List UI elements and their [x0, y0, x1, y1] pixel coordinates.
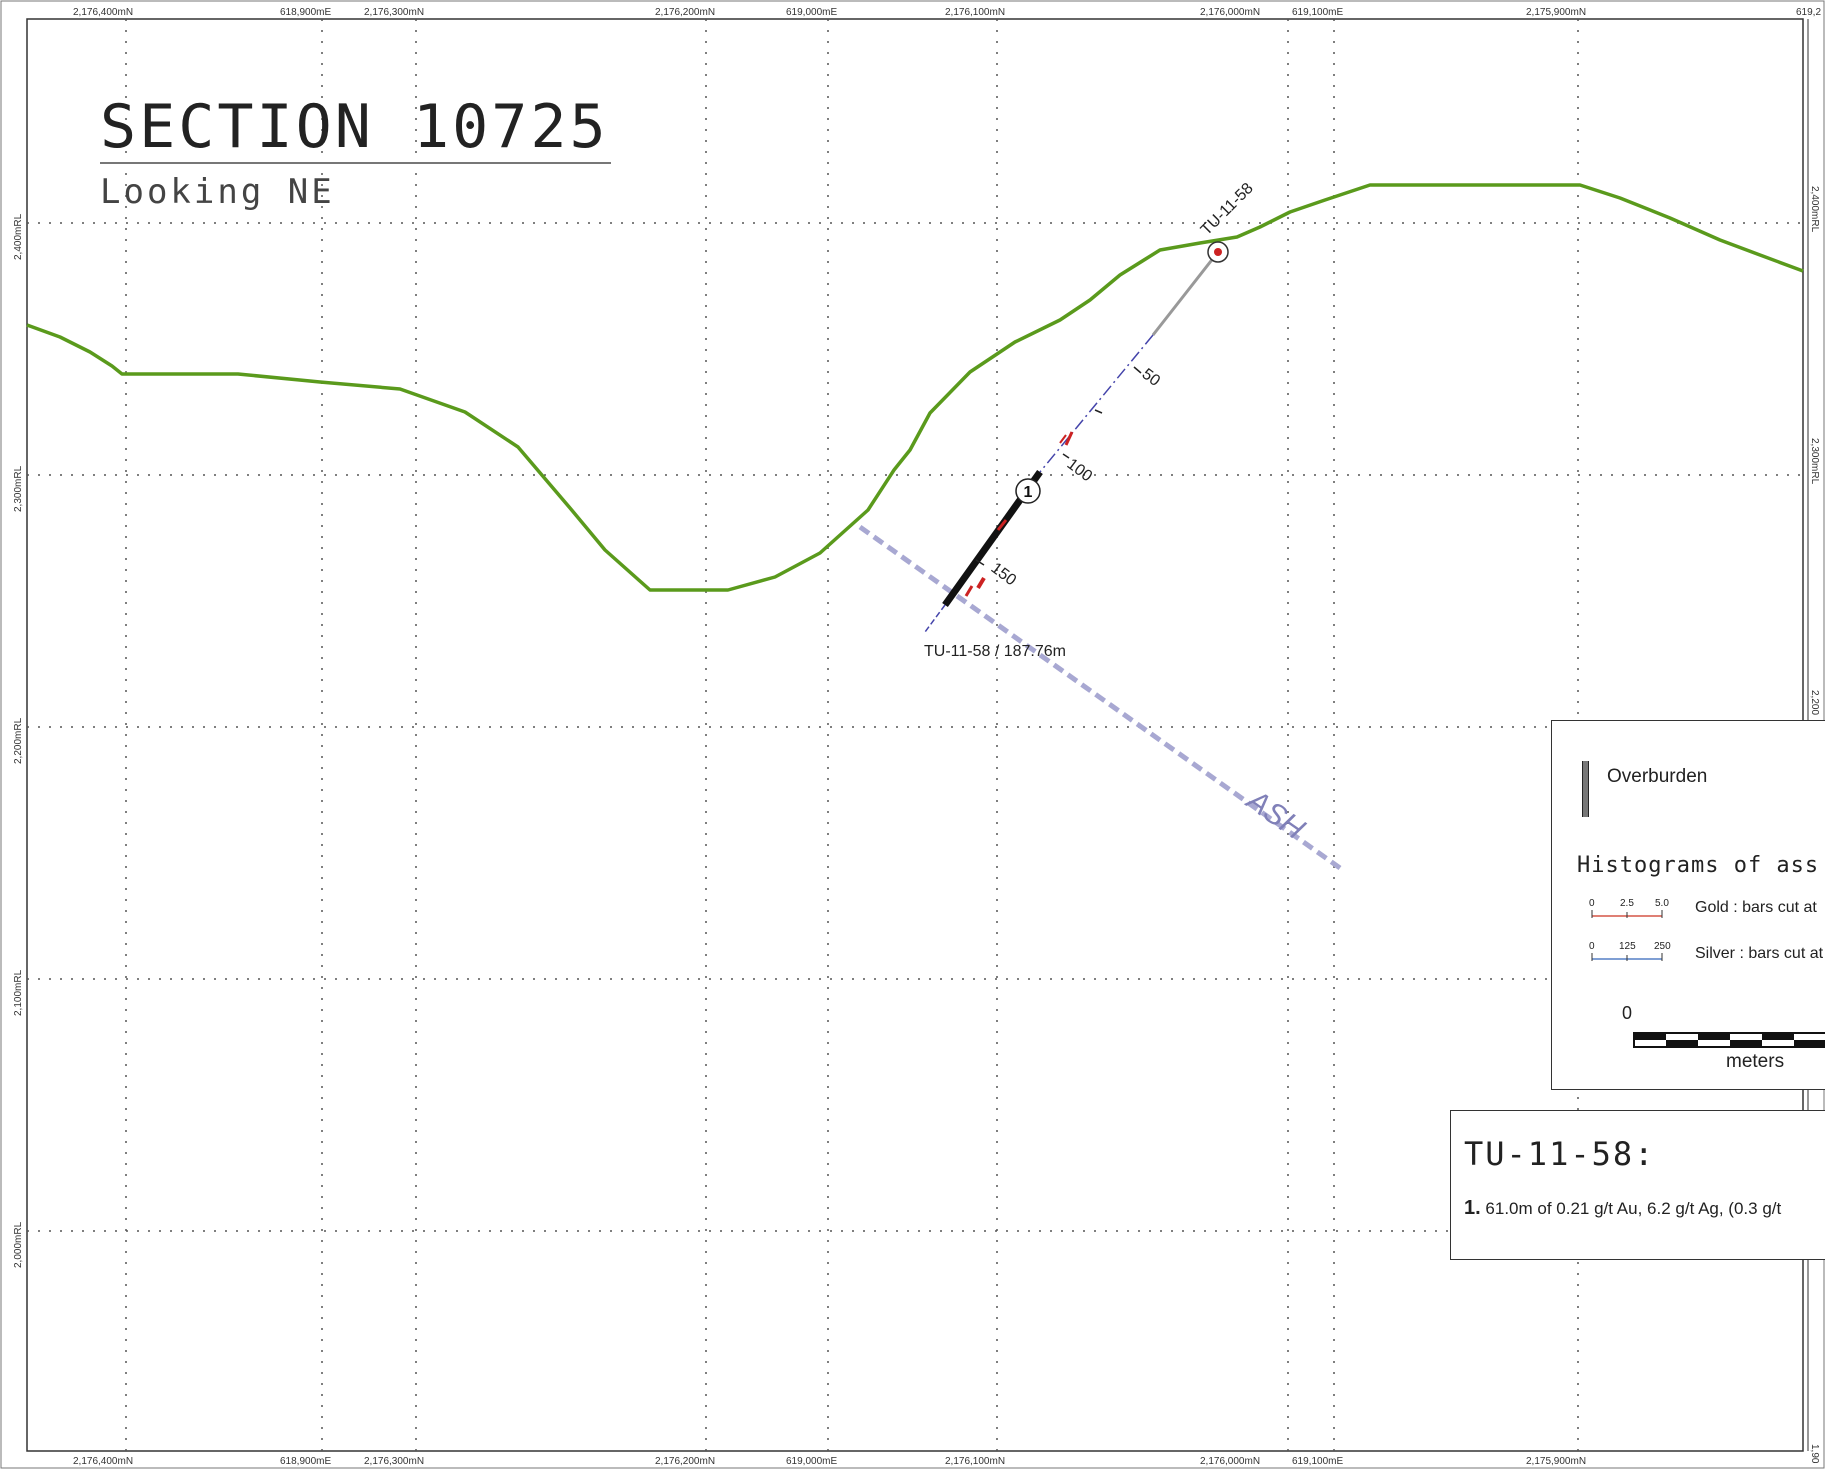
assay-bar [976, 576, 986, 590]
assay-bar [1064, 431, 1074, 446]
scale-zero: 0 [1622, 1003, 1633, 1023]
depth-label-50: 50 [1139, 366, 1164, 390]
right-elevation-label: 2,400mRL [1809, 186, 1820, 233]
histograms-title: Histograms of ass [1577, 853, 1820, 878]
right-elevation-label: 2,300mRL [1809, 438, 1820, 485]
section-title: SECTION 10725 [100, 92, 611, 164]
summary-intercept-row: 1. 61.0m of 0.21 g/t Au, 6.2 g/t Ag, (0.… [1464, 1197, 1781, 1220]
assay-bar [964, 585, 974, 597]
gold-scale-icon: 0 2.5 5.0 [1589, 898, 1669, 918]
gold-label: Gold : bars cut at [1695, 899, 1817, 916]
left-elevation-label: 2,400mRL [13, 213, 24, 260]
scale-bar [1633, 1032, 1825, 1048]
intercept-marker [1015, 478, 1041, 504]
drillhole-trace-lower [924, 604, 946, 633]
silver-scale-icon: 0 125 250 [1589, 941, 1671, 961]
legend-panel: Overburden Histograms of ass 0 2.5 5.0 G… [1551, 720, 1825, 1090]
section-title-block: SECTION 10725 Looking NE [100, 92, 611, 212]
top-grid-label: 619,2 [1796, 7, 1821, 18]
top-grid-label: 618,900mE [280, 7, 331, 18]
bottom-grid-label: 619,000mE [786, 1456, 837, 1467]
right-elevation-label: 1,90 [1809, 1444, 1820, 1464]
top-grid-label: 619,100mE [1292, 7, 1343, 18]
top-grid-label: 2,175,900mN [1526, 7, 1586, 18]
right-elevation-label: 2,200 [1809, 690, 1820, 715]
section-subtitle: Looking NE [100, 172, 335, 212]
gold-scale-0: 0 [1589, 898, 1595, 909]
silver-scale-mid: 125 [1619, 941, 1636, 952]
end-of-hole-label: TU-11-58 / 187.76m [924, 643, 1066, 660]
collar-label: TU-11-58 [1198, 180, 1257, 239]
intercept-number: 1 [1024, 484, 1033, 501]
top-grid-label: 2,176,000mN [1200, 7, 1260, 18]
depth-tick [1094, 409, 1103, 414]
depth-tick [1062, 453, 1070, 459]
left-elevation-label: 2,000mRL [13, 1221, 24, 1268]
overburden-swatch [1582, 761, 1589, 817]
drillhole-overburden-segment [1151, 251, 1220, 336]
drillhole-tu-11-58: 1 [924, 241, 1229, 633]
intercept-summary-panel: TU-11-58: 1. 61.0m of 0.21 g/t Au, 6.2 g… [1450, 1110, 1825, 1260]
silver-scale-0: 0 [1589, 941, 1595, 952]
assay-bar [996, 519, 1008, 531]
left-elevation-label: 2,300mRL [13, 465, 24, 512]
vertical-gridlines [125, 19, 1579, 1451]
collar-dot [1214, 248, 1222, 256]
ash-contact-line [858, 524, 1342, 871]
top-grid-label: 2,176,100mN [945, 7, 1005, 18]
gold-scale-max: 5.0 [1655, 898, 1669, 909]
bottom-grid-label: 619,100mE [1292, 1456, 1343, 1467]
left-elevation-label: 2,200mRL [13, 717, 24, 764]
horizontal-gridlines [27, 222, 1803, 1232]
summary-item-number: 1. [1464, 1197, 1481, 1219]
top-grid-label: 619,000mE [786, 7, 837, 18]
depth-tick [975, 559, 985, 566]
bottom-grid-label: 2,176,400mN [73, 1456, 133, 1467]
top-grid-label: 2,176,200mN [655, 7, 715, 18]
bottom-grid-label: 2,176,200mN [655, 1456, 715, 1467]
summary-hole-id: TU-11-58: [1464, 1135, 1656, 1173]
drillhole-trace-upper [1039, 334, 1154, 473]
silver-scale-max: 250 [1654, 941, 1671, 952]
top-grid-label: 2,176,400mN [73, 7, 133, 18]
depth-tick [1133, 366, 1142, 374]
ash-label: ASH [1239, 783, 1310, 847]
overburden-label: Overburden [1607, 766, 1708, 787]
bottom-grid-label: 618,900mE [280, 1456, 331, 1467]
top-grid-label: 2,176,300mN [364, 7, 424, 18]
silver-label: Silver : bars cut at [1695, 945, 1824, 962]
bottom-grid-label: 2,176,100mN [945, 1456, 1005, 1467]
scale-unit-label: meters [1726, 1051, 1785, 1072]
gold-scale-mid: 2.5 [1620, 898, 1634, 909]
assay-bar [1059, 434, 1067, 444]
left-elevation-label: 2,100mRL [13, 969, 24, 1016]
depth-label-100: 100 [1064, 456, 1096, 486]
depth-label-150: 150 [988, 560, 1020, 590]
bottom-grid-label: 2,175,900mN [1526, 1456, 1586, 1467]
topography-line [26, 183, 1804, 592]
bottom-grid-label: 2,176,300mN [364, 1456, 424, 1467]
bottom-grid-label: 2,176,000mN [1200, 1456, 1260, 1467]
summary-item-text: 61.0m of 0.21 g/t Au, 6.2 g/t Ag, (0.3 g… [1485, 1199, 1782, 1218]
